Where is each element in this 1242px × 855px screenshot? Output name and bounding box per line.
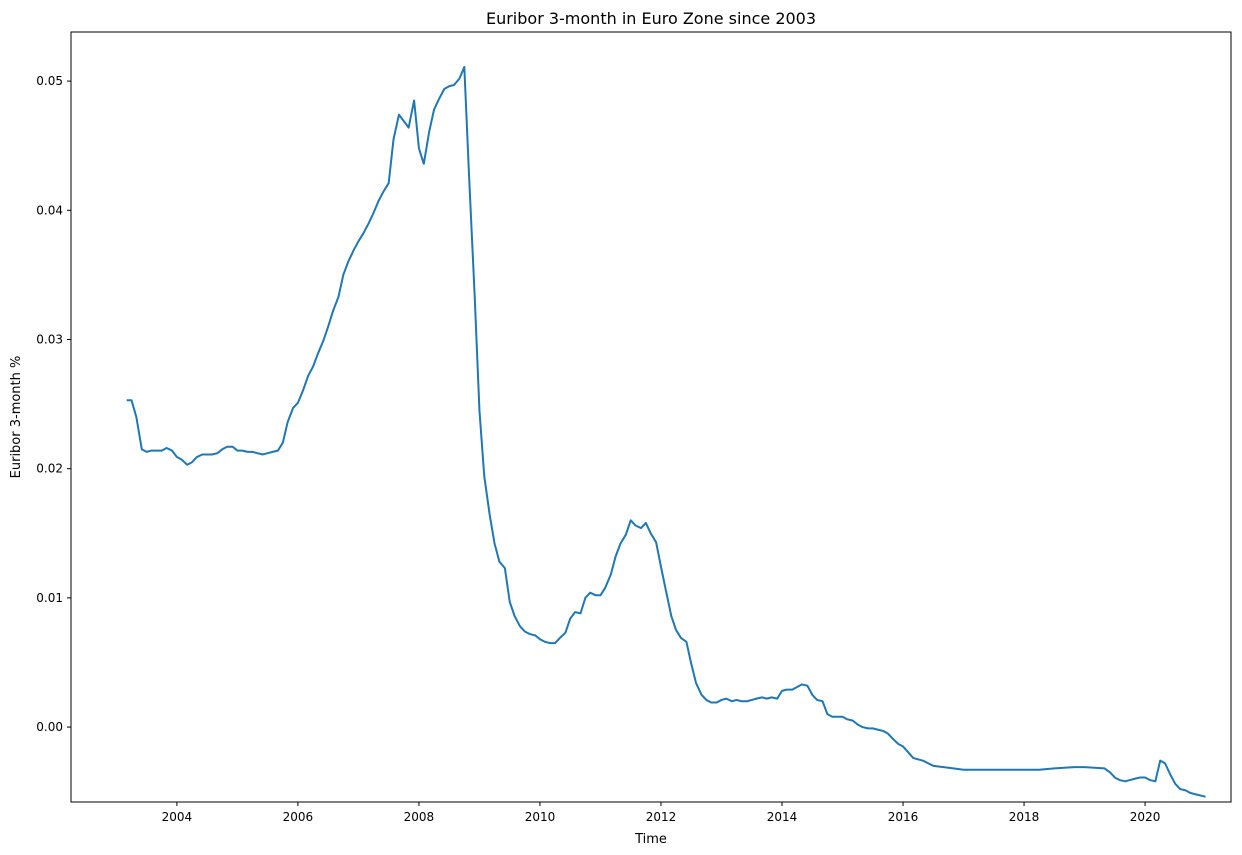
x-axis-ticks: 2004 2006 2008 2010 2012 2014 2016 2018 2020 bbox=[162, 802, 1161, 824]
x-tick-label: 2012 bbox=[646, 810, 677, 824]
y-tick-label: 0.05 bbox=[36, 74, 63, 88]
x-tick-label: 2010 bbox=[525, 810, 556, 824]
x-tick-label: 2014 bbox=[767, 810, 798, 824]
axes-frame bbox=[70, 31, 1232, 803]
x-tick-label: 2006 bbox=[283, 810, 314, 824]
y-tick-label: 0.04 bbox=[36, 203, 63, 217]
plot-area bbox=[126, 65, 1206, 798]
y-tick-label: 0.01 bbox=[36, 591, 63, 605]
y-tick-label: 0.03 bbox=[36, 332, 63, 346]
series-line bbox=[126, 65, 1206, 798]
x-tick-label: 2016 bbox=[888, 810, 919, 824]
chart-title: Euribor 3-month in Euro Zone since 2003 bbox=[486, 9, 816, 28]
y-tick-label: 0.00 bbox=[36, 720, 63, 734]
x-tick-label: 2004 bbox=[162, 810, 193, 824]
x-tick-label: 2018 bbox=[1009, 810, 1040, 824]
x-tick-label: 2008 bbox=[404, 810, 435, 824]
x-tick-label: 2020 bbox=[1130, 810, 1161, 824]
y-axis-ticks: 0.00 0.01 0.02 0.03 0.04 0.05 bbox=[36, 74, 71, 734]
y-axis-label: Euribor 3-month % bbox=[9, 356, 24, 479]
x-axis-label: Time bbox=[634, 832, 667, 847]
y-tick-label: 0.02 bbox=[36, 462, 63, 476]
